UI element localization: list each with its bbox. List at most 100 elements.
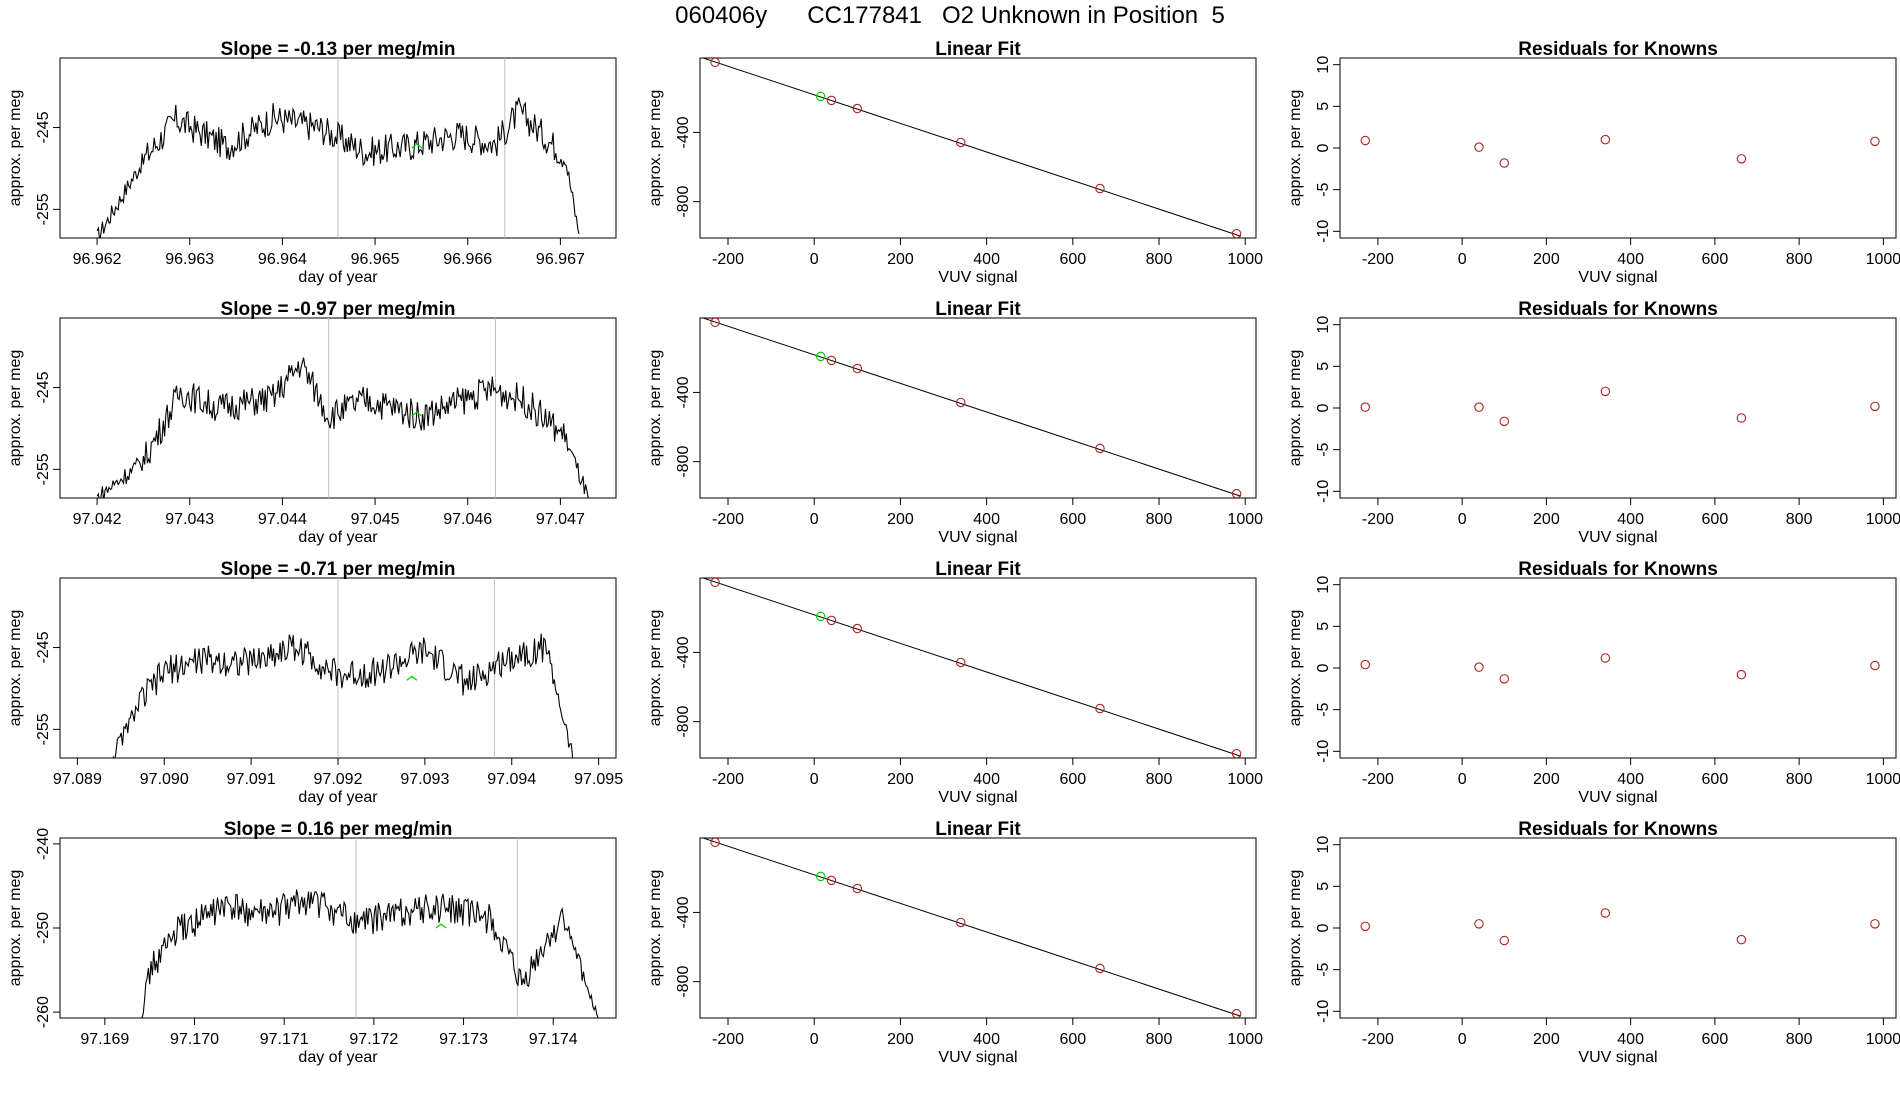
mean-marker	[435, 923, 447, 929]
plot-area	[701, 838, 1242, 1018]
x-tick-label: 97.095	[574, 771, 623, 788]
x-tick-label: 400	[973, 251, 1000, 268]
y-tick-label: -400	[675, 116, 692, 148]
chart-title: Residuals for Knowns	[1518, 39, 1718, 60]
known-point	[852, 103, 863, 114]
x-tick-label: 97.043	[165, 511, 214, 528]
known-point	[1600, 653, 1611, 663]
x-axis-label: VUV signal	[1578, 789, 1657, 806]
x-tick-label: 97.173	[439, 1031, 488, 1048]
mean-marker	[411, 411, 423, 417]
x-tick-label: 97.046	[443, 511, 492, 528]
x-tick-label: 1000	[1227, 251, 1263, 268]
x-tick-label: 97.090	[140, 771, 189, 788]
x-tick-label: 97.171	[260, 1031, 309, 1048]
x-tick-label: 800	[1146, 511, 1173, 528]
chart-title: Residuals for Knowns	[1518, 299, 1718, 320]
plot-area	[1360, 134, 1880, 168]
chart-title: Linear Fit	[935, 299, 1021, 320]
y-tick-label: -5	[1315, 962, 1332, 976]
x-axis-label: VUV signal	[1578, 529, 1657, 546]
x-tick-label: 0	[1458, 771, 1467, 788]
known-point	[1736, 934, 1747, 945]
plot-area	[701, 318, 1242, 498]
x-tick-label: 97.094	[487, 771, 536, 788]
x-tick-label: -200	[1362, 771, 1394, 788]
plot-area	[96, 318, 589, 498]
chart-panel: Residuals for Knowns-200 0 200 400 600 800 100…	[1287, 299, 1900, 546]
y-tick-label: -800	[675, 706, 692, 738]
known-point	[826, 95, 837, 106]
plot-frame	[59, 317, 617, 499]
y-tick-label: 5	[1315, 362, 1332, 371]
known-point	[1095, 963, 1105, 974]
x-tick-label: -200	[712, 771, 744, 788]
x-tick-label: 600	[1702, 771, 1729, 788]
chart-panel: Linear Fit -200 0 200 400 600 800 1000 VUV signa…	[647, 299, 1263, 546]
known-point	[1600, 908, 1611, 918]
x-axis-label: VUV signal	[1578, 1049, 1657, 1066]
chart-panel: Residuals for Knowns-200 0 200 400 600 800 100…	[1287, 39, 1900, 286]
x-tick-label: 97.170	[170, 1031, 219, 1048]
chart-title: Linear Fit	[935, 39, 1021, 60]
y-tick-label: -5	[1315, 702, 1332, 716]
x-tick-label: 0	[810, 771, 819, 788]
x-axis-label: VUV signal	[938, 789, 1017, 806]
chart-title: Slope = -0.71 per meg/min	[221, 559, 456, 580]
y-tick-label: -245	[35, 371, 52, 403]
x-tick-label: 97.169	[80, 1031, 129, 1048]
known-point	[1736, 413, 1747, 423]
cylinder-id: CC177841	[807, 2, 922, 29]
x-tick-label: 97.047	[536, 511, 585, 528]
known-point	[956, 397, 966, 408]
chart-panel: Linear Fit -200 0 200 400 600 800 1000 VUV signa…	[647, 559, 1263, 806]
plot-area	[1360, 653, 1880, 684]
x-tick-label: 200	[887, 1031, 914, 1048]
y-axis-label: approx. per meg	[647, 870, 664, 987]
x-tick-label: 400	[1617, 771, 1644, 788]
y-axis-label: approx. per meg	[7, 870, 24, 987]
known-point	[1231, 228, 1242, 238]
x-axis-label: day of year	[298, 789, 378, 806]
x-tick-label: 1000	[1866, 511, 1900, 528]
y-axis-label: approx. per meg	[647, 610, 664, 727]
y-tick-label: -250	[35, 912, 52, 944]
plot-area	[1360, 386, 1880, 427]
known-point	[710, 58, 720, 68]
y-axis-label: approx. per meg	[647, 90, 664, 207]
fit-line	[701, 318, 1242, 497]
plot-frame	[699, 837, 1257, 1019]
x-axis-label: VUV signal	[938, 529, 1017, 546]
fit-line	[701, 58, 1242, 237]
known-point	[1499, 416, 1510, 427]
y-axis-label: approx. per meg	[1287, 870, 1304, 987]
known-point	[1600, 386, 1611, 397]
chart-panel: Residuals for Knowns-200 0 200 400 600 800 100…	[1287, 819, 1900, 1066]
chart-title: Residuals for Knowns	[1518, 819, 1718, 840]
known-point	[826, 615, 837, 626]
y-tick-label: 10	[1315, 316, 1332, 334]
y-tick-label: 0	[1315, 923, 1332, 932]
x-axis-label: VUV signal	[938, 1049, 1017, 1066]
known-point	[826, 355, 837, 366]
plot-frame	[1339, 317, 1897, 499]
x-tick-label: 400	[973, 511, 1000, 528]
fit-line	[701, 578, 1242, 757]
x-tick-label: 600	[1702, 251, 1729, 268]
y-tick-label: -400	[675, 376, 692, 408]
x-tick-label: 97.172	[349, 1031, 398, 1048]
x-tick-label: -200	[1362, 511, 1394, 528]
y-tick-label: 0	[1315, 143, 1332, 152]
y-tick-label: 0	[1315, 663, 1332, 672]
chart-title: Linear Fit	[935, 819, 1021, 840]
chart-title: Linear Fit	[935, 559, 1021, 580]
known-point	[1870, 660, 1880, 671]
x-axis-label: day of year	[298, 1049, 378, 1066]
x-tick-label: 0	[1458, 251, 1467, 268]
known-point	[1231, 1008, 1242, 1018]
plot-area	[1360, 908, 1880, 946]
plot-area	[701, 58, 1242, 238]
signal-trace	[96, 357, 589, 498]
x-tick-label: 97.174	[529, 1031, 578, 1048]
y-tick-label: 10	[1315, 576, 1332, 594]
